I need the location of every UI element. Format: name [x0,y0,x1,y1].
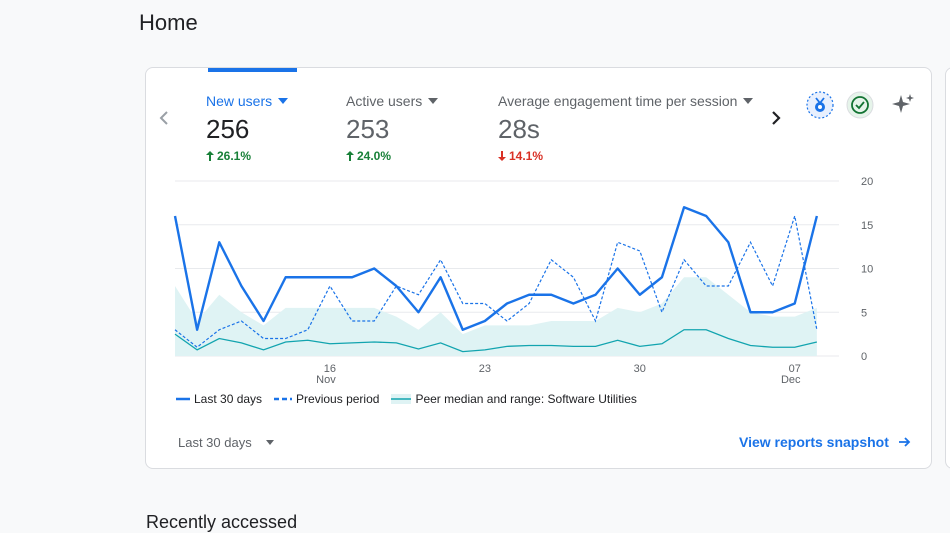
page-title: Home [139,10,198,35]
metric-value: 253 [346,114,390,144]
x-tick-sublabel: Nov [316,374,336,383]
legend-dashed-line-swatch [274,397,293,401]
last-30-days-line [173,206,819,331]
legend-band-swatch [391,394,412,404]
metric-dropdown[interactable]: Average engagement time per session [498,93,756,109]
chevron-left-icon [159,111,168,125]
link-label: View reports snapshot [739,434,889,450]
metric-active-users[interactable]: Active users 253 24.0% [346,93,439,163]
metric-new-users[interactable]: New users 256 26.1% [206,93,289,163]
y-tick-label: 15 [861,220,873,232]
y-tick-label: 10 [861,264,873,276]
x-tick-label: 07 [789,363,801,375]
arrow-right-icon [898,437,911,447]
metric-change-value: 24.0% [357,149,392,163]
legend-label: Previous period [296,392,380,406]
y-tick-label: 5 [861,307,867,319]
date-range-label: Last 30 days [178,435,252,450]
x-tick-sublabel: Dec [781,374,801,383]
metric-label: Active users [346,93,423,109]
metric-change-value: 14.1% [509,149,544,163]
caret-down-icon [743,98,754,104]
status-check-button[interactable] [845,90,875,120]
legend-solid-line-swatch [176,397,190,401]
date-range-dropdown[interactable]: Last 30 days [178,435,274,450]
selected-metric-indicator [208,68,297,72]
next-metric-button[interactable] [766,106,786,130]
check-circle-icon [846,91,874,119]
caret-down-icon [265,440,274,445]
legend-label: Last 30 days [194,392,263,406]
medal-icon [806,91,834,119]
caret-down-icon [428,98,439,104]
peer-range-band [175,277,817,356]
legend-item: Previous period [274,392,379,406]
chevron-right-icon [772,111,781,125]
peer-median-line [174,329,818,353]
arrow-down-icon [498,151,506,161]
arrow-up-icon [346,151,354,161]
metric-change: 14.1% [498,149,756,163]
insights-badge-button[interactable] [805,90,835,120]
chart-area: 0 5 10 15 20 16 Nov 23 30 07 Dec [146,168,931,386]
ai-insights-button[interactable] [888,90,918,120]
metric-avg-engagement-time[interactable]: Average engagement time per session 28s … [498,93,756,163]
x-tick-label: 16 [324,363,336,375]
metric-change: 26.1% [206,149,288,163]
metric-label: New users [206,93,273,109]
legend-item: Last 30 days [176,392,262,406]
previous-metric-button[interactable] [154,106,174,130]
metric-change-value: 26.1% [217,149,252,163]
y-tick-label: 0 [861,351,867,363]
legend-label: Peer median and range: Software Utilitie… [415,392,637,406]
metric-change: 24.0% [346,149,438,163]
y-tick-label: 20 [861,176,873,188]
previous-period-line [174,215,818,349]
chart-legend: Last 30 days Previous period Peer median… [176,392,637,406]
metric-value: 256 [206,114,250,144]
overview-card: New users 256 26.1% Active users 253 24.… [145,67,932,469]
metric-dropdown[interactable]: New users [206,93,289,109]
recently-accessed-title: Recently accessed [146,512,298,532]
next-card-edge [945,67,950,469]
legend-item: Peer median and range: Software Utilitie… [391,392,637,406]
metric-dropdown[interactable]: Active users [346,93,439,109]
metric-value: 28s [498,114,540,144]
caret-down-icon [278,98,289,104]
arrow-up-icon [206,151,214,161]
view-reports-snapshot-link[interactable]: View reports snapshot [739,434,911,450]
sparkle-icon [892,94,914,113]
metric-label: Average engagement time per session [498,93,738,109]
x-tick-label: 30 [634,363,646,375]
x-tick-label: 23 [479,363,491,375]
